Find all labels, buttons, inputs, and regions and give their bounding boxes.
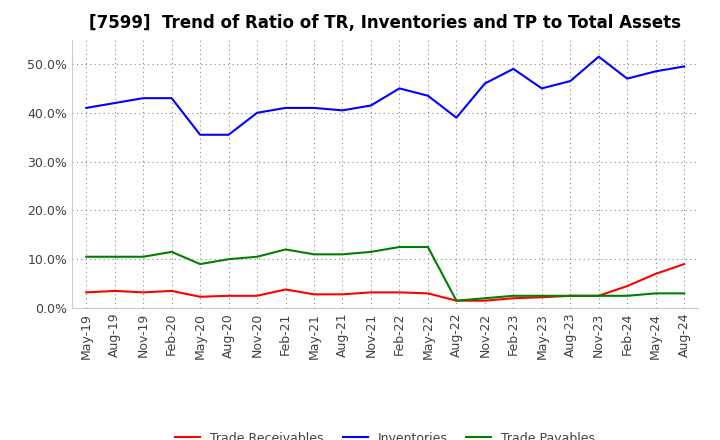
Inventories: [167, 95, 176, 101]
Trade Receivables: [167, 288, 176, 293]
Trade Payables: [338, 252, 347, 257]
Trade Payables: [139, 254, 148, 260]
Trade Payables: [110, 254, 119, 260]
Inventories: [423, 93, 432, 99]
Trade Receivables: [452, 298, 461, 303]
Trade Receivables: [366, 290, 375, 295]
Line: Inventories: Inventories: [86, 57, 684, 135]
Inventories: [82, 105, 91, 110]
Inventories: [196, 132, 204, 137]
Inventories: [452, 115, 461, 120]
Inventories: [395, 86, 404, 91]
Trade Receivables: [509, 296, 518, 301]
Trade Payables: [196, 261, 204, 267]
Trade Receivables: [310, 292, 318, 297]
Trade Payables: [225, 257, 233, 262]
Trade Receivables: [566, 293, 575, 298]
Inventories: [338, 108, 347, 113]
Inventories: [225, 132, 233, 137]
Inventories: [366, 103, 375, 108]
Trade Payables: [652, 291, 660, 296]
Trade Receivables: [480, 298, 489, 303]
Trade Receivables: [82, 290, 91, 295]
Trade Receivables: [196, 294, 204, 299]
Trade Payables: [623, 293, 631, 298]
Line: Trade Receivables: Trade Receivables: [86, 264, 684, 301]
Trade Receivables: [623, 283, 631, 289]
Trade Payables: [310, 252, 318, 257]
Inventories: [680, 64, 688, 69]
Inventories: [537, 86, 546, 91]
Inventories: [253, 110, 261, 115]
Trade Receivables: [595, 293, 603, 298]
Trade Receivables: [680, 261, 688, 267]
Inventories: [623, 76, 631, 81]
Inventories: [110, 100, 119, 106]
Trade Receivables: [395, 290, 404, 295]
Inventories: [652, 69, 660, 74]
Inventories: [139, 95, 148, 101]
Trade Receivables: [338, 292, 347, 297]
Trade Payables: [595, 293, 603, 298]
Legend: Trade Receivables, Inventories, Trade Payables: Trade Receivables, Inventories, Trade Pa…: [170, 427, 600, 440]
Line: Trade Payables: Trade Payables: [86, 247, 684, 301]
Trade Receivables: [253, 293, 261, 298]
Trade Receivables: [282, 287, 290, 292]
Trade Receivables: [225, 293, 233, 298]
Title: [7599]  Trend of Ratio of TR, Inventories and TP to Total Assets: [7599] Trend of Ratio of TR, Inventories…: [89, 15, 681, 33]
Inventories: [480, 81, 489, 86]
Trade Payables: [82, 254, 91, 260]
Trade Payables: [423, 244, 432, 249]
Trade Receivables: [652, 271, 660, 276]
Trade Receivables: [423, 291, 432, 296]
Trade Receivables: [139, 290, 148, 295]
Trade Payables: [253, 254, 261, 260]
Inventories: [595, 54, 603, 59]
Trade Receivables: [110, 288, 119, 293]
Trade Payables: [680, 291, 688, 296]
Trade Payables: [566, 293, 575, 298]
Trade Payables: [167, 249, 176, 254]
Trade Payables: [395, 244, 404, 249]
Trade Payables: [282, 247, 290, 252]
Trade Payables: [509, 293, 518, 298]
Trade Payables: [366, 249, 375, 254]
Trade Payables: [480, 296, 489, 301]
Inventories: [566, 78, 575, 84]
Trade Receivables: [537, 295, 546, 300]
Inventories: [282, 105, 290, 110]
Trade Payables: [452, 298, 461, 303]
Inventories: [310, 105, 318, 110]
Trade Payables: [537, 293, 546, 298]
Inventories: [509, 66, 518, 72]
